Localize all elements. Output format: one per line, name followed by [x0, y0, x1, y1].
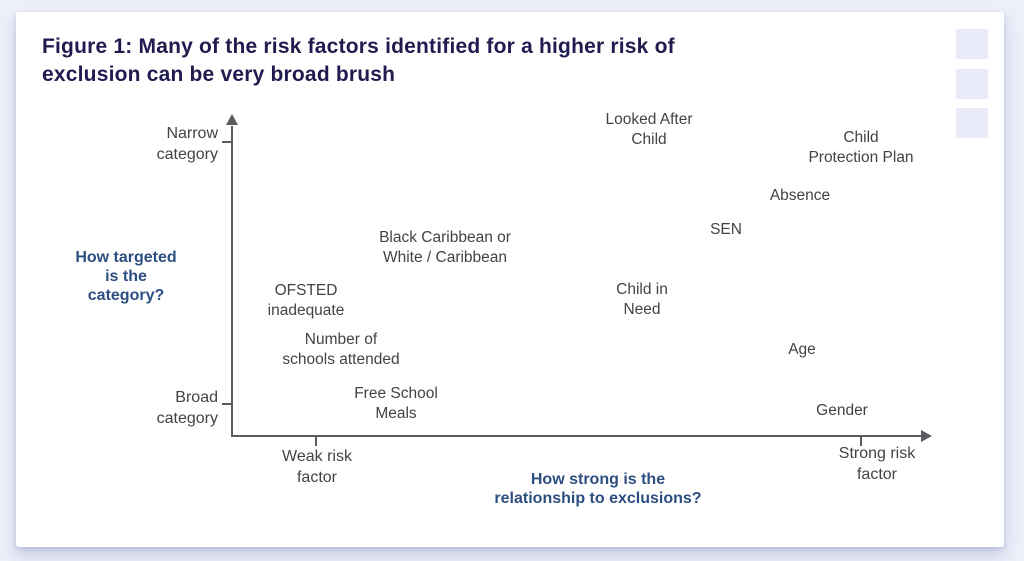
point-label-absence: Absence [769, 187, 831, 204]
x-axis-line [231, 435, 922, 437]
y-axis-line [231, 126, 233, 437]
y-axis-label-narrow: Narrow category [156, 125, 218, 163]
x-axis-tick-weak [315, 437, 317, 446]
y-axis-arrow-icon [226, 114, 238, 125]
decorative-square [956, 29, 988, 59]
y-axis-label-broad: Broad category [156, 389, 218, 427]
point-label-child-protection-plan: Child Protection Plan [808, 129, 914, 166]
x-axis-label-weak: Weak risk factor [282, 448, 352, 486]
figure-title-line-1: Figure 1: Many of the risk factors ident… [42, 35, 675, 58]
x-axis-label-strong: Strong risk factor [838, 445, 916, 483]
decorative-square [956, 108, 988, 138]
y-axis-tick-narrow [222, 141, 232, 143]
point-label-looked-after-child: Looked After Child [605, 111, 693, 148]
point-label-free-school-meals: Free School Meals [354, 385, 438, 422]
point-label-child-in-need: Child in Need [616, 281, 668, 318]
point-label-gender: Gender [816, 402, 868, 419]
x-axis-arrow-icon [921, 430, 932, 442]
y-axis-question: How targeted is the category? [75, 249, 177, 304]
y-axis-tick-broad [222, 403, 232, 405]
x-axis-tick-strong [860, 437, 862, 446]
figure-title-line-2: exclusion can be very broad brush [42, 63, 396, 86]
point-label-ofsted-inadequate: OFSTED inadequate [267, 282, 345, 319]
point-label-black-caribbean-or-white-caribbean: Black Caribbean or White / Caribbean [379, 229, 511, 266]
point-label-number-of-schools-attended: Number of schools attended [282, 331, 400, 368]
decorative-square [956, 69, 988, 99]
point-label-age: Age [788, 341, 816, 358]
figure-card [16, 12, 1004, 547]
figure-title: Figure 1: Many of the risk factors ident… [42, 33, 675, 89]
x-axis-question: How strong is the relationship to exclus… [494, 471, 702, 507]
point-label-sen: SEN [710, 221, 742, 238]
